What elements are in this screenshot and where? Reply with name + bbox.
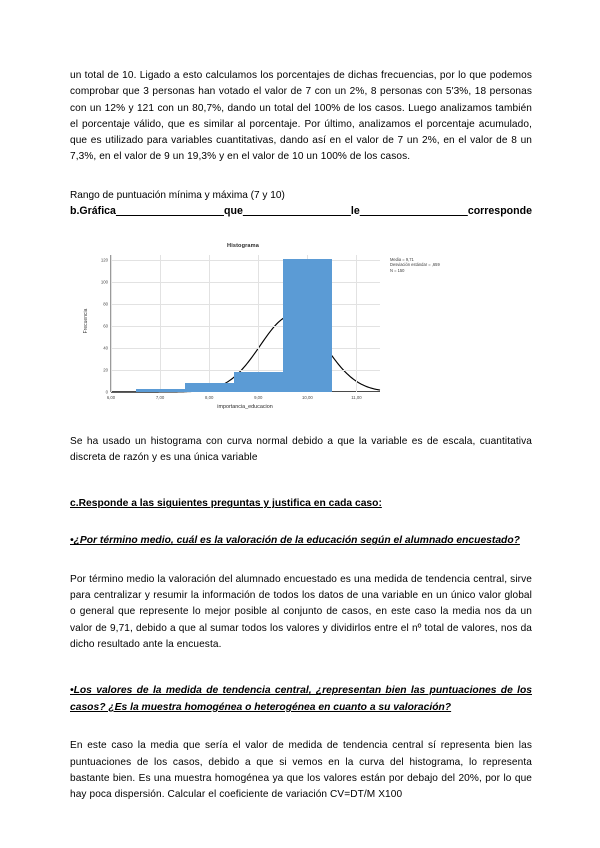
section-b-word-2: que [224,204,243,217]
histogram-bar [282,259,332,392]
y-tick-label: 20 [103,367,108,373]
answer-1: Por término medio la valoración del alum… [70,573,532,651]
y-tick-label: 120 [100,257,108,263]
grid-line [111,326,380,328]
intro-paragraph: un total de 10. Ligado a esto calculamos… [70,70,532,163]
range-line: Rango de puntuación mínima y máxima (7 y… [70,189,285,201]
y-tick-label: 0 [105,389,108,395]
x-tick-label: 11,00 [351,394,362,400]
answer-2: En este caso la media que sería el valor… [70,740,532,801]
grid-line [111,369,380,371]
chart-caption: Se ha usado un histograma con curva norm… [70,435,532,464]
spacer [70,653,532,683]
x-tick-label: 9,00 [254,394,263,400]
histogram-bar [184,383,234,392]
grid-line [111,282,380,284]
page-content: un total de 10. Ligado a esto calculamos… [70,68,532,804]
histogram-chart: Histograma Frecuencia 120 100 80 60 40 20 0 6,0… [78,243,468,421]
spacer [70,421,532,434]
chart-stats-annotation: Media = 9,71 Desviación estándar = ,659 … [390,257,440,273]
histogram-bar [233,372,283,392]
question-1: •¿Por término medio, cuál es la valoraci… [70,535,520,547]
grid-line-vertical [356,254,358,392]
stat-mean: Media = 9,71 [390,256,414,262]
grid-line [111,260,380,262]
grid-line-vertical [209,254,211,392]
grid-line-vertical [258,254,260,392]
plot-area: 120 100 80 60 40 20 0 6,00 7,00 8,00 9,00 10,00 11,0… [101,254,381,400]
y-tick-label: 80 [103,301,108,307]
x-tick-label: 6,00 [106,394,116,400]
spacer [70,716,532,738]
grid-line-vertical [111,254,112,392]
section-b-word-1: b.Gráfica [70,204,116,217]
section-b-word-3: le [350,204,360,217]
x-tick-label: 7,00 [155,394,165,400]
grid-line-vertical [160,254,162,392]
spacer [70,550,532,572]
section-b-word-4: corresponde [467,204,532,217]
spacer [70,511,532,533]
spacer [70,466,532,496]
section-c-heading: c.Responde a las siguientes preguntas y … [70,498,382,510]
y-axis-title: Frecuencia [83,308,89,334]
spacer [70,166,532,188]
histogram-bar [135,388,185,392]
y-tick-label: 60 [103,323,108,329]
x-axis-title: importancia_educacion [217,403,273,410]
y-tick-label: 100 [100,279,108,285]
chart-title: Histograma [227,242,259,249]
stat-n: N = 150 [390,267,405,273]
question-2: •Los valores de la medida de tendencia c… [70,685,532,713]
grid-line [111,347,380,349]
grid-line [111,304,380,306]
x-tick-label: 10,00 [301,394,313,400]
stat-std: Desviación estándar = ,659 [390,262,440,268]
y-tick-label: 40 [103,345,108,351]
section-b-heading: b.Gráfica que le corresponde [70,203,532,235]
x-tick-label: 8,00 [204,394,214,400]
